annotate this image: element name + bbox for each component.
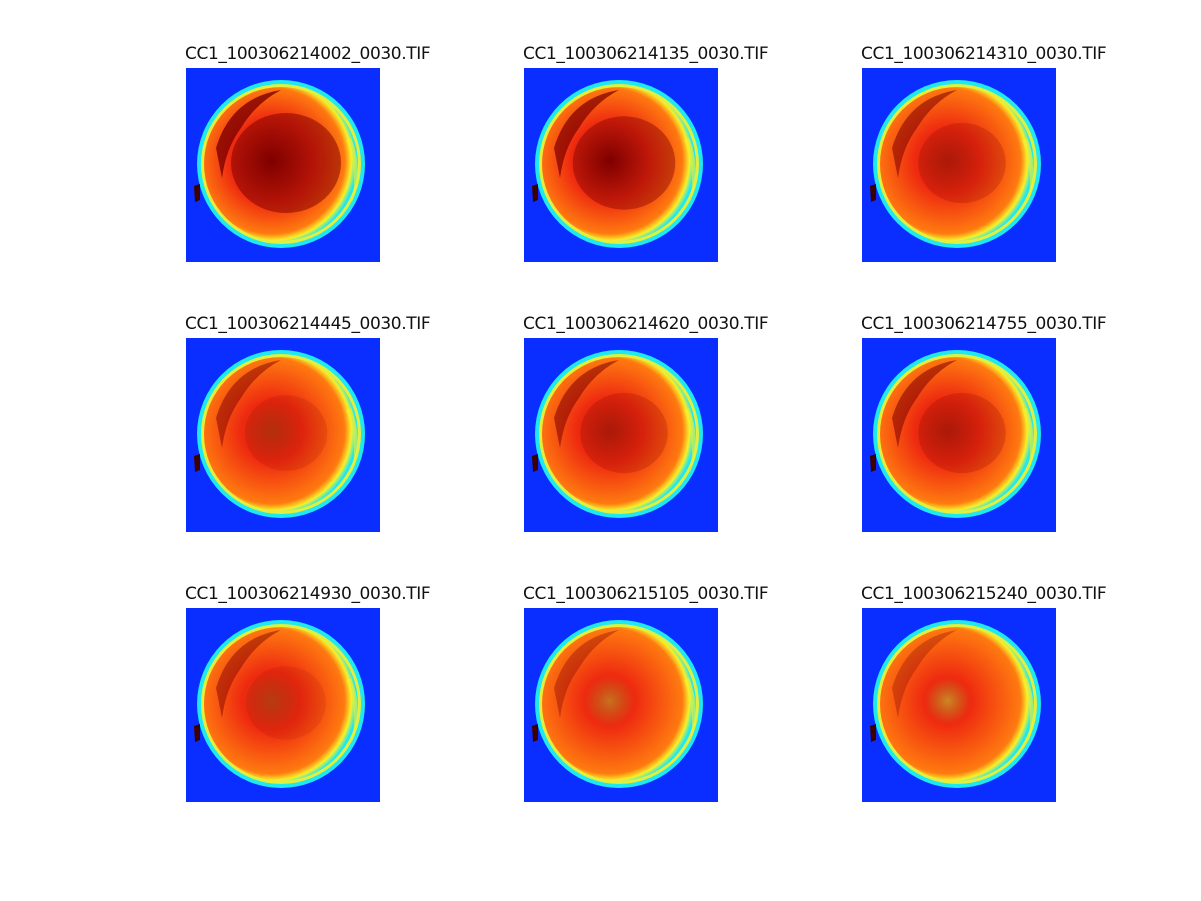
thermal-image — [862, 338, 1056, 532]
panel-title: CC1_100306215240_0030.TIF — [861, 584, 1107, 604]
thermal-image — [862, 608, 1056, 802]
disc-core — [918, 122, 1006, 204]
edge-marker — [870, 724, 876, 742]
edge-marker — [870, 454, 876, 472]
rim-highlight — [346, 408, 358, 473]
disc-body — [542, 627, 696, 781]
disc-body — [204, 627, 358, 781]
thermal-image — [862, 68, 1056, 262]
disc-shadow — [554, 630, 619, 718]
panel-title: CC1_100306214755_0030.TIF — [861, 314, 1107, 334]
disc-core — [918, 392, 1006, 474]
edge-marker — [532, 454, 538, 472]
panel-title: CC1_100306215105_0030.TIF — [523, 584, 769, 604]
disc-core — [231, 113, 341, 213]
thermal-image — [186, 608, 380, 802]
rim-highlight — [1022, 678, 1034, 743]
panel-title: CC1_100306214002_0030.TIF — [185, 44, 431, 64]
disc-core — [580, 392, 668, 474]
edge-marker — [532, 184, 538, 202]
disc-shadow — [216, 360, 281, 448]
disc-shadow — [892, 630, 957, 718]
rim-highlight — [684, 408, 696, 473]
edge-marker — [532, 724, 538, 742]
disc-body — [204, 357, 358, 511]
disc-shadow — [216, 630, 281, 718]
edge-marker — [194, 184, 200, 202]
panel-title: CC1_100306214930_0030.TIF — [185, 584, 431, 604]
disc-core — [244, 395, 328, 471]
edge-marker — [194, 454, 200, 472]
edge-marker — [870, 184, 876, 202]
disc-shadow — [892, 360, 957, 448]
rim-highlight — [1022, 138, 1034, 203]
thermal-image — [524, 338, 718, 532]
disc-shadow — [216, 90, 281, 178]
rim-highlight — [1022, 408, 1034, 473]
thermal-image — [186, 68, 380, 262]
thermal-image — [524, 68, 718, 262]
panel-title: CC1_100306214135_0030.TIF — [523, 44, 769, 64]
panel-title: CC1_100306214445_0030.TIF — [185, 314, 431, 334]
edge-marker — [194, 724, 200, 742]
rim-highlight — [346, 138, 358, 203]
rim-highlight — [346, 678, 358, 743]
thermal-image — [186, 338, 380, 532]
disc-shadow — [554, 90, 619, 178]
disc-shadow — [554, 360, 619, 448]
disc-core — [246, 666, 326, 740]
disc-core — [572, 116, 676, 210]
disc-shadow — [892, 90, 957, 178]
disc-body — [880, 627, 1034, 781]
rim-highlight — [684, 138, 696, 203]
panel-title: CC1_100306214620_0030.TIF — [523, 314, 769, 334]
thermal-image — [524, 608, 718, 802]
panel-title: CC1_100306214310_0030.TIF — [861, 44, 1107, 64]
rim-highlight — [684, 678, 696, 743]
